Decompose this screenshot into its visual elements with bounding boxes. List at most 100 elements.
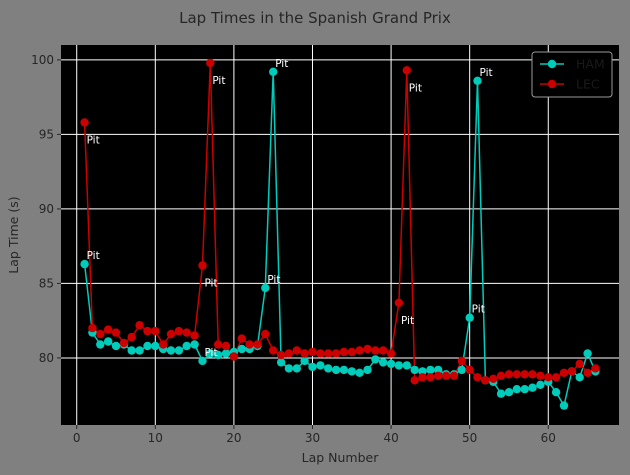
- data-point-lec: [80, 118, 89, 127]
- y-tick-label: 80: [39, 351, 54, 365]
- legend-swatch-marker: [547, 59, 557, 69]
- data-point-lec: [245, 340, 254, 349]
- data-point-ham: [276, 358, 286, 367]
- y-tick-label: 95: [39, 127, 54, 141]
- data-point-ham: [143, 341, 152, 351]
- data-point-lec: [300, 349, 309, 358]
- data-point-lec: [567, 367, 576, 376]
- data-point-lec: [489, 374, 498, 383]
- data-point-ham: [261, 283, 270, 293]
- data-point-ham: [512, 385, 521, 394]
- data-point-lec: [575, 359, 584, 369]
- pit-annotation: Pit: [87, 134, 100, 146]
- data-point-lec: [473, 373, 482, 382]
- data-point-ham: [80, 259, 89, 269]
- pit-annotation: Pit: [212, 75, 225, 87]
- data-point-ham: [111, 341, 121, 351]
- data-point-ham: [284, 364, 294, 373]
- pit-annotation: Pit: [204, 347, 217, 359]
- data-point-ham: [520, 385, 529, 394]
- data-point-lec: [88, 323, 97, 333]
- data-point-lec: [394, 298, 404, 307]
- data-point-ham: [269, 67, 278, 77]
- legend-swatch-marker: [547, 79, 557, 89]
- data-point-lec: [520, 370, 529, 379]
- data-point-ham: [551, 388, 561, 397]
- data-point-lec: [434, 371, 443, 380]
- pit-annotation: Pit: [204, 278, 217, 290]
- data-point-lec: [292, 346, 301, 355]
- data-point-lec: [261, 329, 270, 339]
- data-point-lec: [324, 349, 333, 358]
- data-point-lec: [457, 356, 466, 366]
- data-point-lec: [104, 325, 113, 334]
- data-point-ham: [166, 346, 176, 355]
- data-point-ham: [237, 344, 246, 354]
- pit-annotation: Pit: [275, 58, 288, 70]
- data-point-ham: [324, 364, 333, 373]
- data-point-lec: [214, 340, 223, 349]
- data-point-lec: [402, 66, 411, 75]
- x-tick-label: 60: [541, 431, 556, 445]
- data-point-ham: [504, 388, 514, 397]
- data-point-lec: [591, 364, 600, 373]
- data-point-lec: [190, 331, 199, 340]
- data-point-lec: [583, 368, 592, 377]
- data-point-lec: [174, 326, 184, 336]
- data-point-lec: [559, 368, 569, 377]
- data-point-lec: [182, 328, 191, 337]
- data-point-lec: [253, 340, 262, 349]
- data-point-ham: [496, 389, 506, 398]
- data-point-lec: [371, 346, 380, 355]
- data-point-lec: [544, 373, 553, 382]
- tick-layer: 0 10 20 30 40 50 60 80 85 90 95 100: [31, 53, 556, 445]
- data-point-ham: [371, 355, 380, 364]
- data-point-ham: [363, 365, 372, 375]
- grid-lines: [61, 45, 619, 425]
- data-point-lec: [512, 370, 521, 379]
- data-point-ham: [174, 346, 184, 355]
- data-point-lec: [308, 347, 317, 357]
- data-point-lec: [339, 347, 349, 357]
- data-point-lec: [410, 376, 419, 385]
- data-point-lec: [496, 371, 506, 380]
- data-point-lec: [127, 332, 136, 342]
- data-point-lec: [481, 376, 490, 385]
- data-point-lec: [528, 370, 537, 379]
- data-point-ham: [536, 380, 545, 389]
- data-point-lec: [237, 334, 246, 343]
- data-point-lec: [96, 329, 105, 339]
- data-point-lec: [418, 373, 427, 382]
- pit-annotation: Pit: [267, 274, 280, 286]
- data-point-ham: [151, 341, 160, 351]
- legend: HAM LEC: [531, 51, 613, 98]
- data-point-lec: [143, 326, 152, 336]
- data-point-ham: [339, 365, 349, 375]
- legend-label-ham: HAM: [576, 57, 605, 72]
- data-point-ham: [127, 346, 136, 355]
- x-tick-label: 40: [383, 431, 398, 445]
- data-point-ham: [331, 365, 341, 375]
- data-point-ham: [347, 367, 356, 376]
- data-point-lec: [379, 346, 388, 355]
- data-point-lec: [159, 340, 168, 349]
- pit-annotation: Pit: [401, 315, 414, 327]
- data-point-ham: [190, 340, 199, 349]
- data-point-lec: [426, 373, 435, 382]
- data-point-ham: [402, 361, 411, 370]
- data-point-ham: [394, 361, 404, 370]
- data-point-lec: [229, 352, 239, 361]
- data-point-ham: [104, 337, 113, 346]
- x-tick-label: 10: [148, 431, 163, 445]
- data-point-lec: [504, 370, 514, 379]
- data-point-lec: [284, 349, 294, 358]
- data-point-ham: [214, 350, 223, 360]
- data-point-ham: [135, 346, 144, 355]
- data-point-ham: [583, 349, 592, 358]
- data-point-lec: [551, 373, 561, 382]
- data-point-lec: [119, 338, 129, 348]
- pit-annotation: Pit: [87, 250, 100, 262]
- data-point-lec: [355, 346, 364, 355]
- data-point-ham: [559, 401, 569, 410]
- x-axis-label: Lap Number: [302, 450, 380, 465]
